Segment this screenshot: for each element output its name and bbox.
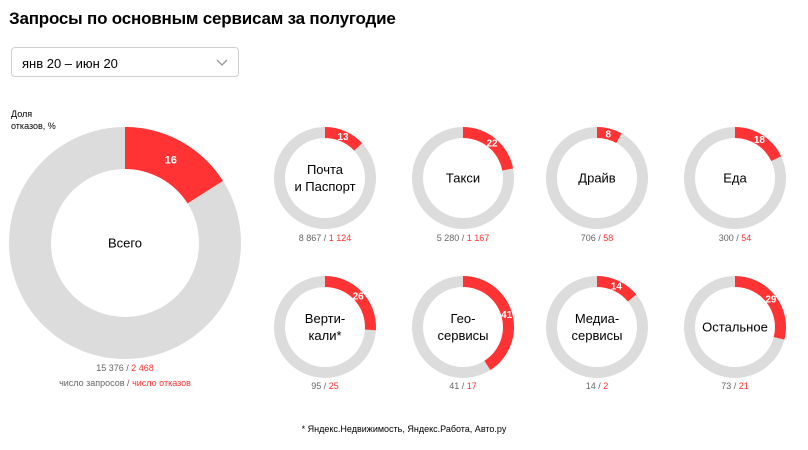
donut-center-label: Еда	[723, 171, 747, 186]
donut-center-label: Всего	[108, 236, 142, 251]
donut-center-label: кали*	[308, 328, 341, 343]
requests-count: 41	[449, 381, 459, 391]
donut-slice-refusals	[597, 127, 622, 143]
count-separator: /	[459, 381, 467, 391]
slice-value-label: 29	[765, 295, 777, 306]
slice-value-label: 41	[501, 310, 513, 321]
count-separator: /	[321, 233, 329, 243]
donut-charts: 16 Всего 15 376 / 2 468 число запросов / чи…	[9, 127, 787, 391]
donut-counts: 300 / 54	[719, 233, 752, 243]
donut-center-label: Медиа-	[575, 311, 619, 326]
donut-center-label: Почта	[307, 162, 344, 177]
donut-counts: 73 / 21	[721, 381, 749, 391]
refusals-count: 1 124	[329, 233, 352, 243]
donut-slice-refusals	[463, 127, 514, 171]
period-select-value: янв 20 – июн 20	[22, 56, 118, 71]
count-separator: /	[734, 233, 742, 243]
refusals-count: 1 167	[467, 233, 490, 243]
refusals-count: 17	[467, 381, 477, 391]
refusals-count: 25	[329, 381, 339, 391]
donut-counts: 706 / 58	[581, 233, 614, 243]
slice-value-label: 26	[353, 291, 365, 302]
legend-refusals: число отказов	[132, 378, 191, 388]
donut-counts: 41 / 17	[449, 381, 477, 391]
footnote: * Яндекс.Недвижимость, Яндекс.Работа, Ав…	[301, 424, 507, 434]
slice-value-label: 18	[754, 135, 766, 146]
slice-value-label: 8	[606, 130, 612, 141]
donut-slice-refusals	[463, 276, 515, 371]
y-axis-label: Доля отказов, %	[11, 108, 81, 132]
donut-counts: 14 / 2	[586, 381, 609, 391]
count-separator: /	[731, 381, 739, 391]
donut-counts: 95 / 25	[311, 381, 339, 391]
requests-count: 95	[311, 381, 321, 391]
requests-count: 14	[586, 381, 596, 391]
period-select[interactable]: янв 20 – июн 20	[11, 47, 239, 77]
y-axis-label-line: Доля	[11, 109, 33, 119]
refusals-count: 54	[741, 233, 751, 243]
chevron-down-icon[interactable]	[216, 56, 228, 68]
legend-requests: число запросов	[59, 378, 125, 388]
legend: число запросов / число отказов	[59, 378, 191, 388]
donut-center-label: Такси	[446, 171, 480, 186]
page-title: Запросы по основным сервисам за полугоди…	[9, 9, 396, 28]
count-separator: /	[459, 233, 467, 243]
requests-count: 15 376	[96, 363, 124, 373]
slice-value-label: 13	[338, 132, 350, 143]
donut-center-label: Гео-	[451, 311, 476, 326]
count-separator: /	[321, 381, 329, 391]
donut-center-label: Верти-	[305, 311, 345, 326]
donut-center-label: Драйв	[578, 171, 616, 186]
requests-count: 300	[719, 233, 734, 243]
count-separator: /	[124, 363, 132, 373]
refusals-count: 21	[739, 381, 749, 391]
slice-value-label: 22	[486, 139, 498, 150]
count-separator: /	[596, 233, 604, 243]
refusals-count: 58	[603, 233, 613, 243]
count-separator: /	[596, 381, 604, 391]
slice-value-label: 16	[165, 155, 177, 167]
donut-slice-refusals	[125, 127, 223, 204]
donut-center-label: и Паспорт	[294, 179, 355, 194]
donut-slice-refusals	[735, 276, 787, 340]
donut-counts: 5 280 / 1 167	[437, 233, 490, 243]
donut-slice-refusals	[597, 276, 637, 302]
donut-slice-refusals	[735, 127, 782, 161]
requests-count: 706	[581, 233, 596, 243]
donut-counts: 8 867 / 1 124	[299, 233, 352, 243]
donut-slice-refusals	[325, 127, 363, 151]
y-axis-label-line: отказов, %	[11, 121, 56, 131]
refusals-count: 2 468	[131, 363, 154, 373]
requests-count: 8 867	[299, 233, 322, 243]
slice-value-label: 14	[611, 281, 623, 292]
donut-center-label: сервисы	[572, 328, 623, 343]
donut-slice-refusals	[325, 276, 377, 331]
donut-center-label: Остальное	[702, 320, 768, 335]
donut-center-label: сервисы	[438, 328, 489, 343]
legend-separator: /	[125, 378, 133, 388]
requests-count: 5 280	[437, 233, 460, 243]
donut-counts: 15 376 / 2 468	[96, 363, 154, 373]
requests-count: 73	[721, 381, 731, 391]
refusals-count: 2	[603, 381, 608, 391]
